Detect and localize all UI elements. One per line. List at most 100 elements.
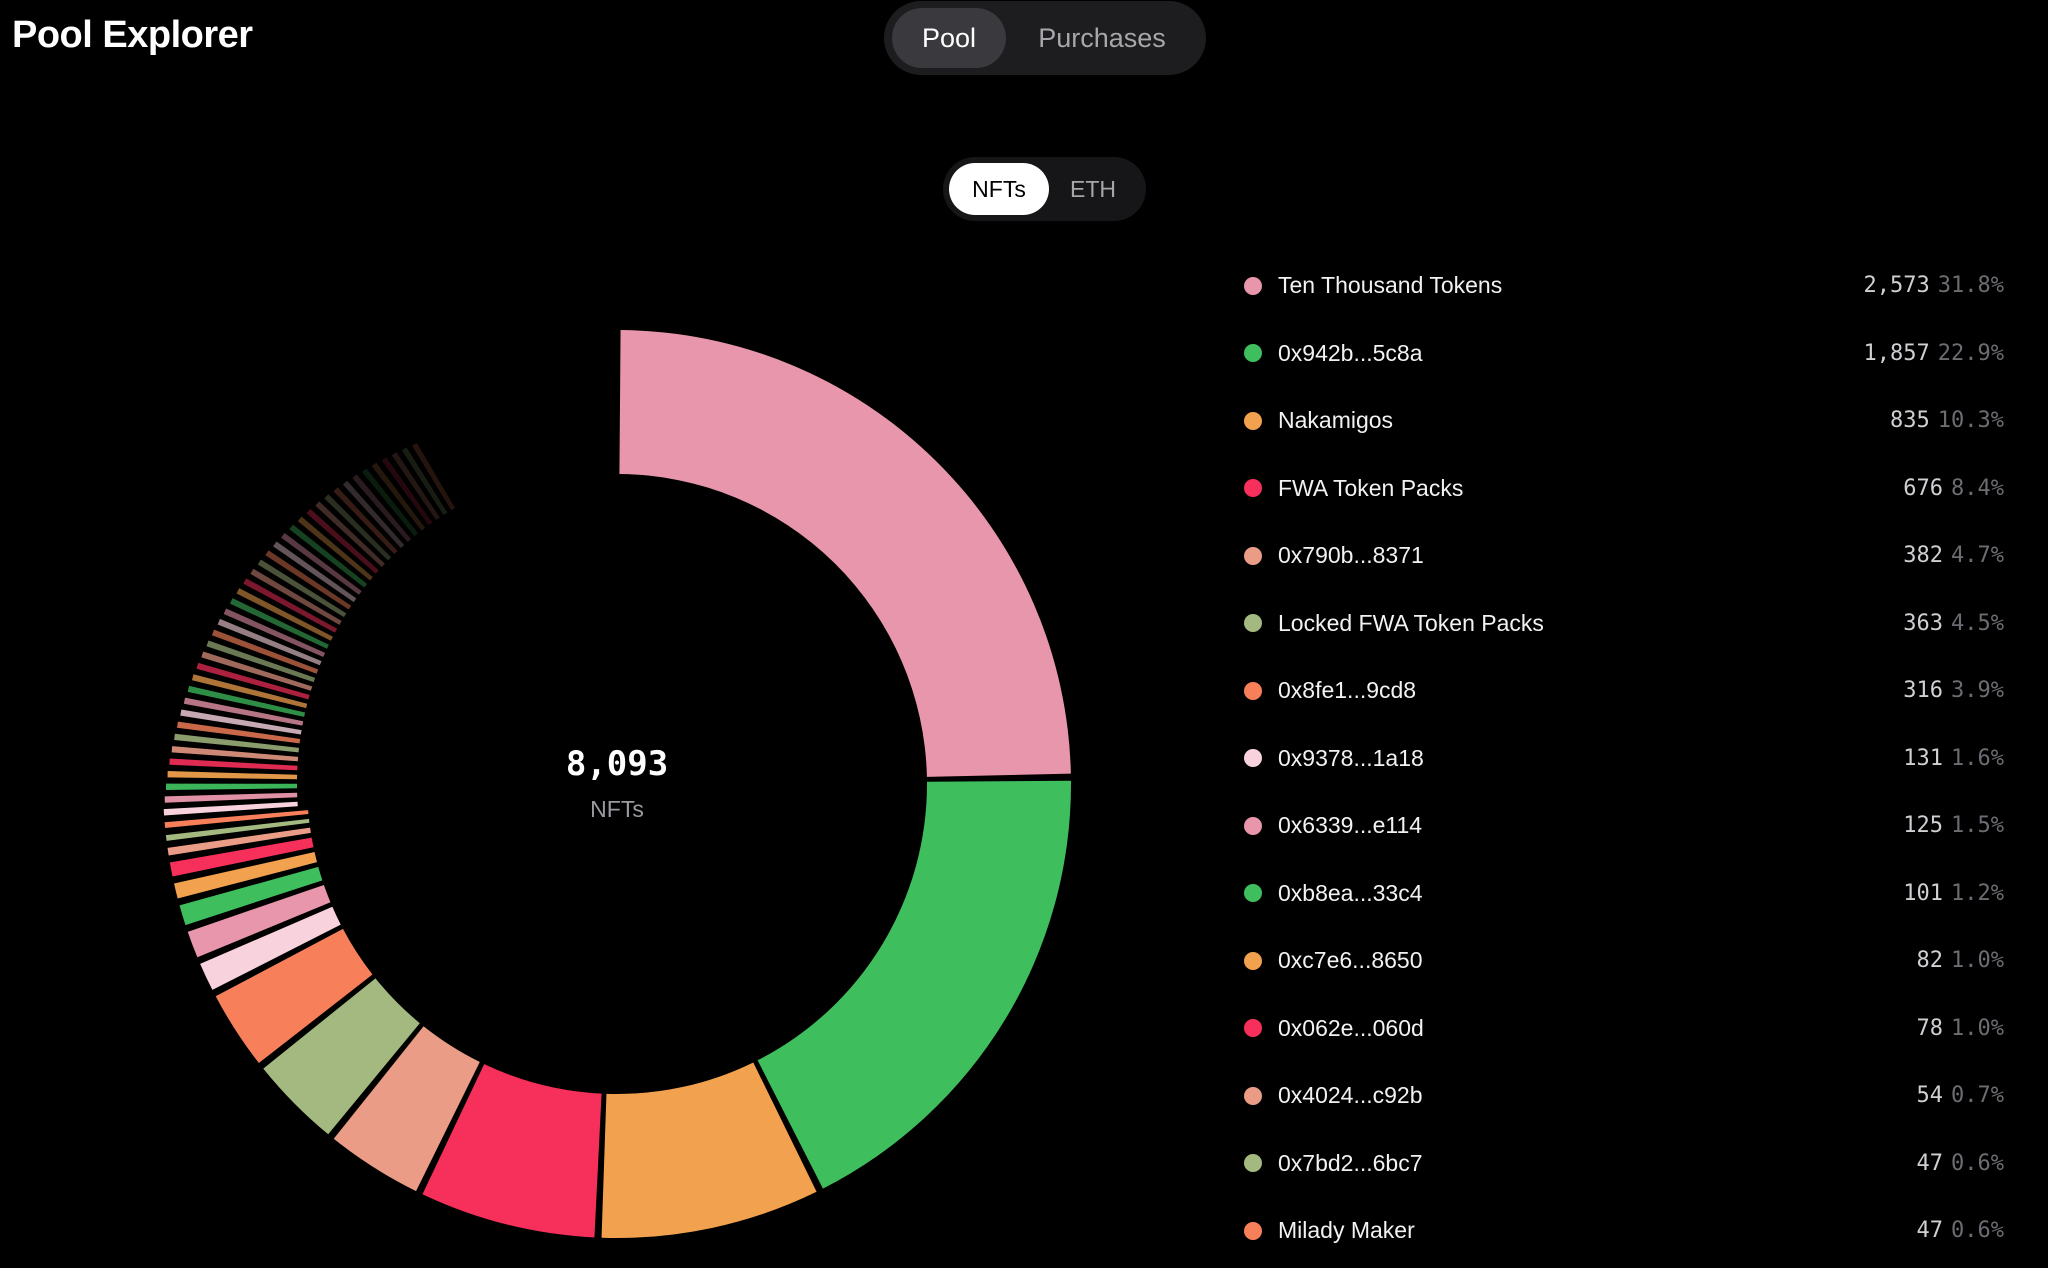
legend-item[interactable]: 0x062e...060d 78 1.0% <box>1244 995 2004 1063</box>
legend-item-values: 47 0.6% <box>1917 1151 2004 1176</box>
legend-item-name[interactable]: FWA Token Packs <box>1278 474 1464 501</box>
donut-tail-slice[interactable] <box>167 771 298 780</box>
donut-tail-slice[interactable] <box>273 541 357 603</box>
donut-tail-slice[interactable] <box>236 588 333 641</box>
legend-item-name[interactable]: Nakamigos <box>1278 407 1394 434</box>
legend-item-values: 54 0.7% <box>1917 1083 2004 1108</box>
donut-tail-slice[interactable] <box>191 674 308 709</box>
toggle-nfts[interactable]: NFTs <box>949 163 1049 215</box>
legend-item-name[interactable]: 0x8fe1...9cd8 <box>1278 677 1417 704</box>
donut-slice[interactable] <box>167 827 311 856</box>
legend-item-values: 835 10.3% <box>1890 408 2004 433</box>
legend-item[interactable]: 0x8fe1...9cd8 316 3.9% <box>1244 657 2004 725</box>
donut-slice[interactable] <box>333 1026 480 1192</box>
donut-tail-slice[interactable] <box>169 758 298 771</box>
legend-item-percent: 3.9% <box>1951 678 2004 704</box>
donut-tail-slice[interactable] <box>187 685 306 717</box>
donut-tail-slice[interactable] <box>243 578 338 633</box>
donut-tail-slice[interactable] <box>281 532 362 595</box>
donut-tail-slice[interactable] <box>352 474 412 542</box>
donut-slice[interactable] <box>263 978 420 1135</box>
donut-slice[interactable] <box>174 851 318 899</box>
legend-item-name[interactable]: 0xc7e6...8650 <box>1278 947 1423 974</box>
donut-tail-slice[interactable] <box>196 662 310 700</box>
legend-item[interactable]: 0x9378...1a18 131 1.6% <box>1244 725 2004 793</box>
donut-tail-slice[interactable] <box>289 524 368 588</box>
donut-tail-slice[interactable] <box>257 559 347 618</box>
legend-item-name[interactable]: Locked FWA Token Packs <box>1278 609 1544 636</box>
donut-slice[interactable] <box>200 906 341 990</box>
legend-item-name[interactable]: 0x4024...c92b <box>1278 1082 1423 1109</box>
legend-item[interactable]: Nakamigos 835 10.3% <box>1244 387 2004 455</box>
donut-tail-slice[interactable] <box>211 629 319 674</box>
donut-slice[interactable] <box>179 866 323 926</box>
legend-item-name[interactable]: Milady Maker <box>1278 1217 1415 1244</box>
donut-tail-slice[interactable] <box>333 487 398 555</box>
legend-item[interactable]: Locked FWA Token Packs 363 4.5% <box>1244 590 2004 658</box>
donut-tail-slice[interactable] <box>206 640 316 683</box>
donut-tail-slice[interactable] <box>297 516 373 581</box>
legend-item-name[interactable]: 0x7bd2...6bc7 <box>1278 1149 1423 1176</box>
donut-tail-slice[interactable] <box>361 468 419 537</box>
donut-tail-slice[interactable] <box>171 746 299 762</box>
donut-tail-slice[interactable] <box>381 457 433 526</box>
legend-item[interactable]: FWA Token Packs 676 8.4% <box>1244 455 2004 523</box>
donut-tail-slice[interactable] <box>306 508 379 574</box>
legend-item-count: 131 <box>1903 745 1944 771</box>
legend-item[interactable]: 0x6339...e114 125 1.5% <box>1244 792 2004 860</box>
donut-tail-slice[interactable] <box>174 733 300 753</box>
legend-item-count: 47 <box>1916 1150 1944 1176</box>
donut-tail-slice[interactable] <box>180 709 302 735</box>
donut-tail-slice[interactable] <box>163 801 298 816</box>
legend-item-name[interactable]: 0x9378...1a18 <box>1278 744 1424 771</box>
donut-tail-slice[interactable] <box>315 501 385 568</box>
donut-slice[interactable] <box>601 1062 817 1238</box>
donut-tail-slice[interactable] <box>201 651 313 691</box>
donut-slice[interactable] <box>215 928 373 1064</box>
legend-item-count: 82 <box>1916 948 1944 974</box>
donut-tail-slice[interactable] <box>265 550 352 610</box>
legend-item[interactable]: 0x790b...8371 382 4.7% <box>1244 522 2004 590</box>
legend-item[interactable]: 0x4024...c92b 54 0.7% <box>1244 1062 2004 1130</box>
donut-slice[interactable] <box>187 884 331 958</box>
legend-item[interactable]: 0x942b...5c8a 1,857 22.9% <box>1244 320 2004 388</box>
toggle-eth[interactable]: ETH <box>1070 175 1116 202</box>
legend-item[interactable]: 0xc7e6...8650 82 1.0% <box>1244 927 2004 995</box>
total-unit-label: NFTs <box>590 796 644 822</box>
legend-item-name[interactable]: 0x942b...5c8a <box>1278 339 1423 366</box>
legend-item-name[interactable]: 0x790b...8371 <box>1278 542 1424 569</box>
legend: Ten Thousand Tokens 2,573 31.8% 0x942b...5c… <box>1244 252 2004 1265</box>
legend-item-count: 47 <box>1916 1218 1944 1244</box>
donut-tail-slice[interactable] <box>223 608 326 658</box>
legend-item[interactable]: 0xb8ea...33c4 101 1.2% <box>1244 860 2004 928</box>
donut-tail-slice[interactable] <box>217 618 322 666</box>
donut-slice[interactable] <box>757 780 1071 1189</box>
legend-item[interactable]: 0x7bd2...6bc7 47 0.6% <box>1244 1130 2004 1198</box>
donut-tail-slice[interactable] <box>412 442 456 511</box>
legend-item[interactable]: Ten Thousand Tokens 2,573 31.8% <box>1244 252 2004 320</box>
donut-tail-slice[interactable] <box>250 568 342 625</box>
legend-item-name[interactable]: 0x6339...e114 <box>1278 812 1423 839</box>
tab-pool[interactable]: Pool <box>892 8 1006 68</box>
donut-slice[interactable] <box>169 837 314 877</box>
legend-item-name[interactable]: 0xb8ea...33c4 <box>1278 879 1423 906</box>
donut-tail-slice[interactable] <box>371 462 426 531</box>
donut-tail-slice[interactable] <box>164 792 298 803</box>
donut-tail-slice[interactable] <box>183 697 304 726</box>
donut-slice[interactable] <box>619 330 1071 777</box>
donut-tail-slice[interactable] <box>324 494 392 561</box>
donut-tail-slice[interactable] <box>342 480 405 548</box>
donut-tail-slice[interactable] <box>166 783 298 791</box>
donut-slice[interactable] <box>422 1064 602 1238</box>
donut-tail-slice[interactable] <box>391 452 440 521</box>
legend-item-name[interactable]: Ten Thousand Tokens <box>1278 272 1503 299</box>
donut-tail-slice[interactable] <box>401 447 448 516</box>
donut-slice[interactable] <box>164 810 309 829</box>
donut-tail-slice[interactable] <box>229 598 329 649</box>
tab-purchases[interactable]: Purchases <box>1038 22 1166 53</box>
legend-item-name[interactable]: 0x062e...060d <box>1278 1014 1424 1041</box>
legend-item[interactable]: Milady Maker 47 0.6% <box>1244 1197 2004 1265</box>
donut-slice[interactable] <box>165 818 310 841</box>
donut-tail-slice[interactable] <box>177 721 301 744</box>
